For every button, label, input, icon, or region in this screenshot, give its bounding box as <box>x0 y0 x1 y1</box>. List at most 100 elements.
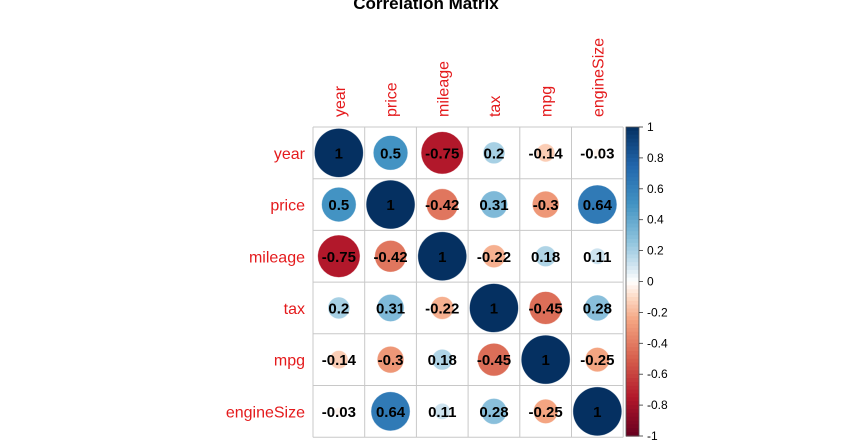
correlation-value-mileage-mileage: 1 <box>438 249 446 266</box>
correlation-circle-year-tax <box>482 141 506 165</box>
legend-gradient-segment <box>626 312 639 317</box>
correlation-value-tax-engineSize: 0.28 <box>583 300 612 317</box>
correlation-circle-price-mpg <box>531 190 560 219</box>
correlation-value-mpg-price: -0.3 <box>378 352 404 369</box>
legend-gradient-segment <box>626 331 639 337</box>
legend-gradient-segment <box>626 401 639 406</box>
legend-gradient-segment <box>626 323 639 329</box>
legend-gradient-segment <box>626 385 639 391</box>
legend-gradient-segment <box>626 285 639 290</box>
correlation-cells: 1 0.5 -0.75 0.2 -0.14 -0.03 0.5 1 -0.42 0.31 -0.3 0… <box>313 127 623 437</box>
legend-tick-label: -0.4 <box>647 336 668 350</box>
legend-gradient-segment <box>626 196 639 201</box>
correlation-circle-mpg-tax <box>477 342 511 377</box>
legend-tick-label: -0.2 <box>647 305 668 319</box>
correlation-value-mpg-engineSize: -0.25 <box>580 352 614 369</box>
legend-gradient-segment <box>626 138 639 144</box>
correlation-value-year-year: 1 <box>335 145 343 162</box>
legend-gradient-segment <box>626 366 639 371</box>
correlation-circle-mileage-mpg <box>534 245 557 268</box>
legend-gradient-segment <box>626 215 639 221</box>
legend-gradient-segment <box>626 169 639 174</box>
legend-gradient-segment <box>626 188 639 194</box>
legend-gradient-segment <box>626 204 639 209</box>
correlation-circle-price-tax <box>479 190 508 219</box>
legend-gradient-segment <box>626 432 639 437</box>
legend-gradient-segment <box>626 354 639 360</box>
correlation-circle-engineSize-tax <box>480 397 508 425</box>
correlation-value-tax-tax: 1 <box>490 300 498 317</box>
legend-gradient-segment <box>626 358 639 364</box>
legend-gradient-segment <box>626 416 639 422</box>
correlation-circle-mileage-price <box>374 239 407 273</box>
grid-lines <box>312 126 624 438</box>
correlation-value-engineSize-mileage: 0.11 <box>428 404 456 421</box>
correlation-circle-engineSize-mpg <box>533 398 559 425</box>
correlation-circle-tax-year <box>327 296 351 320</box>
legend-gradient-segment <box>626 289 639 294</box>
correlation-circle-year-engineSize <box>592 148 602 158</box>
correlation-value-tax-mpg: -0.45 <box>529 300 563 317</box>
correlation-circle-tax-engineSize <box>583 294 611 322</box>
legend-gradient-segment <box>626 428 639 433</box>
correlation-circle-engineSize-engineSize <box>572 386 623 437</box>
legend-gradient-segment <box>626 389 639 395</box>
correlation-circle-tax-mileage <box>430 296 455 320</box>
correlation-value-engineSize-mpg: -0.25 <box>529 404 563 421</box>
correlation-value-tax-mileage: -0.22 <box>425 300 459 317</box>
legend-gradient-segment <box>626 339 639 344</box>
correlation-circle-mpg-year <box>329 350 349 370</box>
row-label-tax: tax <box>284 301 305 318</box>
correlation-value-price-engineSize: 0.64 <box>583 197 613 214</box>
correlation-value-year-mileage: -0.75 <box>425 145 459 162</box>
color-legend: 1 0.8 0.6 0.4 0.2 0 -0.2 -0.4 -0.6 -0.8 -1 <box>625 120 668 443</box>
legend-gradient-segment <box>626 242 639 248</box>
legend-tick-label: 0.6 <box>647 182 664 196</box>
correlation-circle-tax-tax <box>469 283 519 333</box>
correlation-value-mpg-year: -0.14 <box>322 352 357 369</box>
chart-title: Correlation Matrix <box>353 0 499 13</box>
correlation-value-year-price: 0.5 <box>380 145 401 162</box>
legend-gradient-segment <box>626 246 639 252</box>
correlation-value-price-mpg: -0.3 <box>533 197 559 214</box>
legend-gradient-segment <box>626 424 639 429</box>
legend-gradient-segment <box>626 300 639 306</box>
legend-gradient-segment <box>626 223 639 229</box>
correlation-value-mpg-mpg: 1 <box>541 352 549 369</box>
correlation-circle-year-mileage <box>420 131 464 175</box>
correlation-value-engineSize-tax: 0.28 <box>479 404 508 421</box>
legend-gradient-segment <box>626 412 639 418</box>
legend-gradient-segment <box>626 227 639 232</box>
legend-gradient-segment <box>626 157 639 163</box>
correlation-value-engineSize-price: 0.64 <box>376 404 406 421</box>
correlation-circle-engineSize-year <box>334 406 344 416</box>
legend-gradient-segment <box>626 200 639 205</box>
legend-gradient-segment <box>626 335 639 341</box>
legend-gradient-segment <box>626 154 639 159</box>
correlation-circle-tax-mpg <box>528 291 563 325</box>
legend-tick-label: -1 <box>647 429 658 443</box>
legend-tick-label: 0.4 <box>647 213 664 227</box>
legend-gradient-segment <box>626 150 639 155</box>
legend-gradient-segment <box>626 393 639 398</box>
column-label-engineSize: engineSize <box>590 38 607 117</box>
row-label-mpg: mpg <box>274 353 305 370</box>
column-label-year: year <box>332 85 349 117</box>
correlation-circle-tax-price <box>376 293 405 322</box>
correlation-value-price-tax: 0.31 <box>479 197 508 214</box>
legend-gradient-segment <box>626 347 639 352</box>
legend-gradient-segment <box>626 165 639 171</box>
correlation-circle-mileage-engineSize <box>588 247 606 265</box>
legend-tick-label: 1 <box>647 120 654 134</box>
row-label-price: price <box>270 198 305 215</box>
legend-gradient-segment <box>626 134 639 140</box>
legend-gradient-segment <box>626 146 639 151</box>
correlation-value-mileage-mpg: 0.18 <box>531 249 560 266</box>
correlation-circle-price-price <box>365 179 416 230</box>
row-label-mileage: mileage <box>249 249 305 266</box>
legend-gradient-segment <box>626 320 639 325</box>
legend-gradient-segment <box>626 239 639 244</box>
legend-gradient-segment <box>626 181 639 186</box>
correlation-value-year-engineSize: -0.03 <box>580 145 614 162</box>
